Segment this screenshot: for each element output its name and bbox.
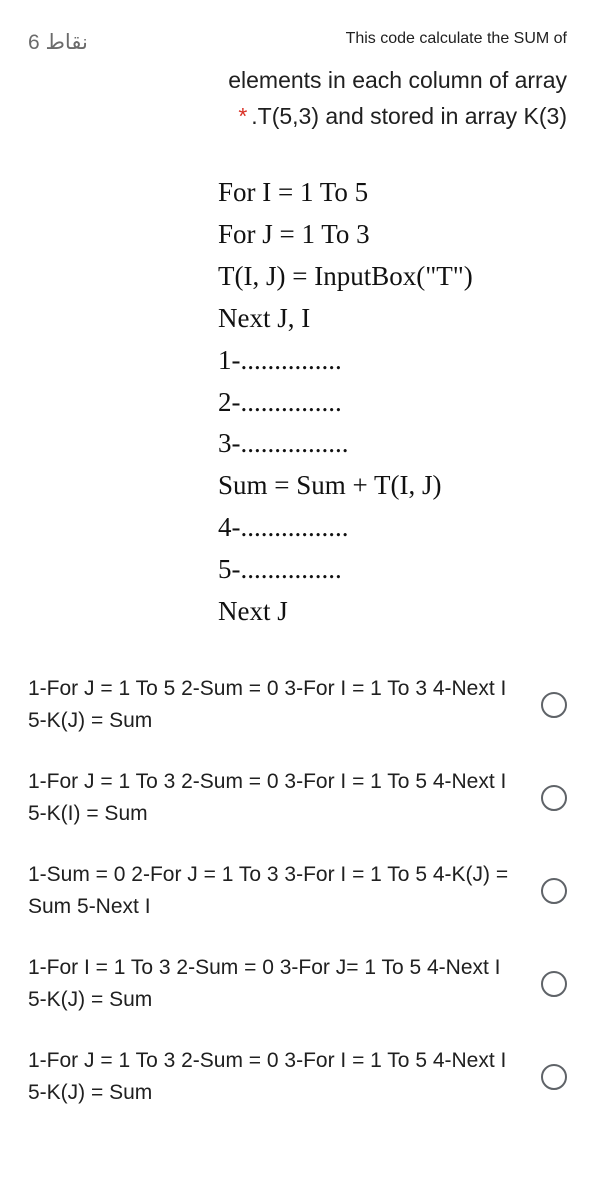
option-text: 1-For J = 1 To 3 2-Sum = 0 3-For I = 1 T… <box>28 1045 523 1110</box>
option-row[interactable]: 1-For J = 1 To 5 2-Sum = 0 3-For I = 1 T… <box>28 673 567 738</box>
code-line: T(I, J) = InputBox("T") <box>218 256 567 298</box>
question-line1: This code calculate the SUM of <box>346 30 567 48</box>
option-text: 1-For J = 1 To 5 2-Sum = 0 3-For I = 1 T… <box>28 673 523 738</box>
radio-icon[interactable] <box>541 785 567 811</box>
code-line: 4-................ <box>218 507 567 549</box>
code-line: Sum = Sum + T(I, J) <box>218 465 567 507</box>
required-asterisk: * <box>238 103 247 129</box>
radio-icon[interactable] <box>541 1064 567 1090</box>
code-line: 3-................ <box>218 423 567 465</box>
question-header: 6 نقاط This code calculate the SUM of <box>28 30 567 55</box>
options-list: 1-For J = 1 To 5 2-Sum = 0 3-For I = 1 T… <box>28 673 567 1110</box>
points-label: 6 نقاط <box>28 30 88 55</box>
question-line3: .T(5,3) and stored in array K(3) <box>251 103 567 129</box>
code-line: 2-............... <box>218 382 567 424</box>
code-line: For I = 1 To 5 <box>218 172 567 214</box>
code-line: For J = 1 To 3 <box>218 214 567 256</box>
option-text: 1-Sum = 0 2-For J = 1 To 3 3-For I = 1 T… <box>28 859 523 924</box>
code-line: Next J, I <box>218 298 567 340</box>
option-text: 1-For J = 1 To 3 2-Sum = 0 3-For I = 1 T… <box>28 766 523 831</box>
option-row[interactable]: 1-For J = 1 To 3 2-Sum = 0 3-For I = 1 T… <box>28 1045 567 1110</box>
code-line: 1-............... <box>218 340 567 382</box>
option-row[interactable]: 1-For I = 1 To 3 2-Sum = 0 3-For J= 1 To… <box>28 952 567 1017</box>
option-row[interactable]: 1-Sum = 0 2-For J = 1 To 3 3-For I = 1 T… <box>28 859 567 924</box>
code-line: 5-............... <box>218 549 567 591</box>
question-line2: elements in each column of array <box>228 67 567 93</box>
question-text: elements in each column of array *.T(5,3… <box>28 63 567 134</box>
option-row[interactable]: 1-For J = 1 To 3 2-Sum = 0 3-For I = 1 T… <box>28 766 567 831</box>
code-block: For I = 1 To 5 For J = 1 To 3 T(I, J) = … <box>218 172 567 632</box>
code-line: Next J <box>218 591 567 633</box>
radio-icon[interactable] <box>541 971 567 997</box>
radio-icon[interactable] <box>541 692 567 718</box>
radio-icon[interactable] <box>541 878 567 904</box>
option-text: 1-For I = 1 To 3 2-Sum = 0 3-For J= 1 To… <box>28 952 523 1017</box>
